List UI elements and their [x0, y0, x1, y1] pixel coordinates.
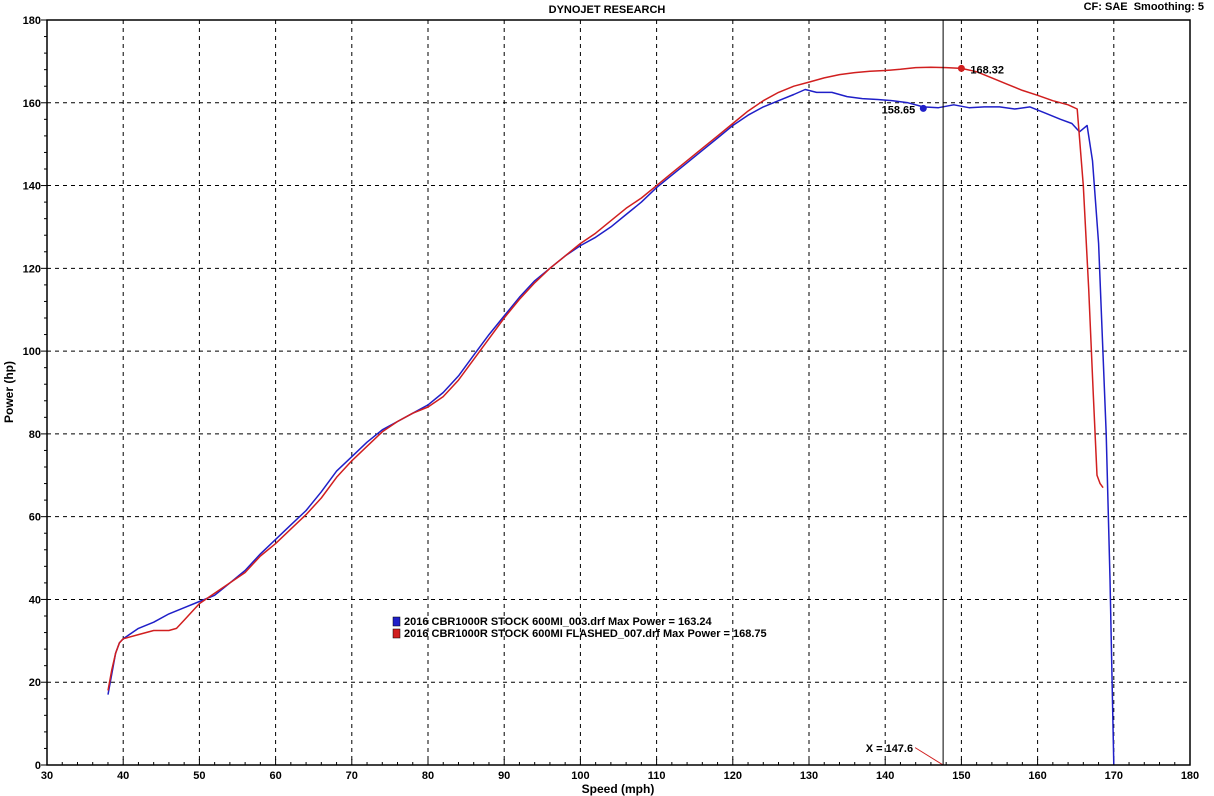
y-tick-label: 0	[35, 760, 41, 772]
cursor-leader	[914, 747, 944, 766]
x-tick-label: 160	[1028, 770, 1046, 782]
peak-marker	[957, 64, 965, 72]
stock-power-line	[107, 88, 1115, 766]
x-tick-label: 80	[422, 770, 434, 782]
series-lines	[107, 66, 1115, 766]
peak-value-label: 168.32	[970, 64, 1004, 76]
x-tick-label: 150	[952, 770, 970, 782]
x-tick-label: 90	[498, 770, 510, 782]
legend: 2016 CBR1000R STOCK 600MI_003.drf Max Po…	[392, 616, 767, 640]
chart-title: DYNOJET RESEARCH	[549, 4, 666, 16]
peak-marker	[919, 104, 927, 112]
annotations: 168.32 158.65	[882, 64, 1004, 116]
tick-marks	[41, 19, 1191, 766]
y-tick-label: 60	[29, 512, 41, 524]
x-tick-label: 140	[876, 770, 894, 782]
y-tick-label: 120	[23, 263, 41, 275]
cursor-readout: X = 147.6	[866, 743, 913, 755]
plot-frame	[46, 19, 1191, 766]
legend-swatch	[392, 616, 401, 627]
y-tick-label: 40	[29, 594, 41, 606]
x-tick-label: 40	[117, 770, 129, 782]
x-axis-label: Speed (mph)	[582, 782, 655, 796]
x-tick-label: 120	[724, 770, 742, 782]
y-tick-label: 180	[23, 15, 41, 27]
correction-factor-label: CF: SAE Smoothing: 5	[1084, 1, 1204, 13]
grid	[47, 20, 1190, 765]
x-tick-label: 100	[571, 770, 589, 782]
y-axis-label: Power (hp)	[2, 361, 16, 423]
x-tick-label: 70	[346, 770, 358, 782]
flashed-power-line	[107, 66, 1104, 691]
legend-swatch	[392, 628, 401, 639]
cursor-marker: X = 147.6	[866, 20, 944, 766]
x-tick-label: 50	[193, 770, 205, 782]
x-tick-label: 30	[41, 770, 53, 782]
y-tick-labels: 0 20 40 60 80 100 120 140 160 180	[23, 15, 41, 772]
x-tick-label: 60	[269, 770, 281, 782]
y-tick-label: 100	[23, 346, 41, 358]
legend-entry: 2016 CBR1000R STOCK 600MI FLASHED_007.dr…	[404, 628, 767, 640]
x-tick-label: 110	[648, 770, 666, 782]
y-tick-label: 20	[29, 677, 41, 689]
x-tick-label: 130	[800, 770, 818, 782]
x-tick-label: 180	[1181, 770, 1199, 782]
legend-entry: 2016 CBR1000R STOCK 600MI_003.drf Max Po…	[404, 616, 713, 628]
x-tick-label: 170	[1105, 770, 1123, 782]
y-tick-label: 80	[29, 429, 41, 441]
x-tick-labels: 30 40 50 60 70 80 90 100 110 120 130 140 150 160 170 18…	[41, 770, 1199, 782]
y-tick-label: 140	[23, 181, 41, 193]
y-tick-label: 160	[23, 98, 41, 110]
peak-value-label: 158.65	[882, 104, 916, 116]
